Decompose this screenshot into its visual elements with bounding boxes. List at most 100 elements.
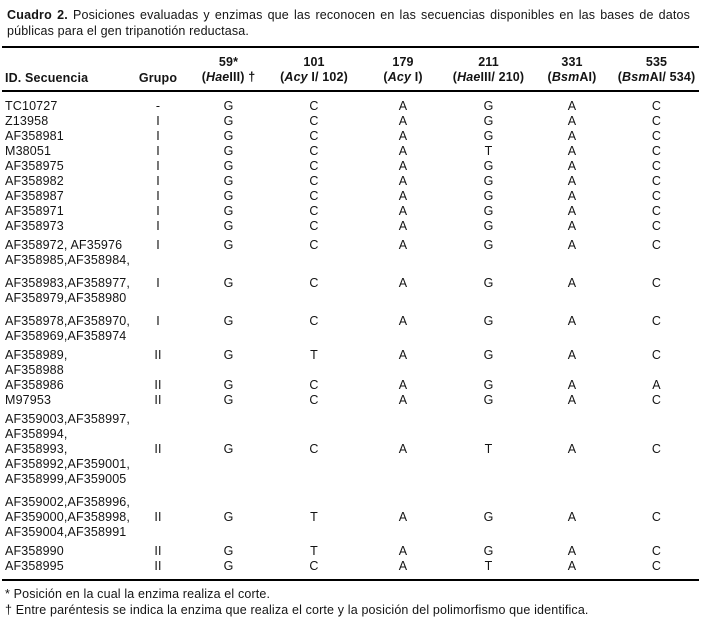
- caption-text: Posiciones evaluadas y enzimas que las r…: [7, 8, 690, 38]
- base-value: G: [223, 129, 234, 143]
- base-value: G: [223, 159, 234, 173]
- base-value: A: [567, 238, 577, 252]
- base-value: C: [309, 219, 319, 233]
- enzyme-name: (BsmAI/ 534): [617, 70, 696, 84]
- sequence-id: AF358989, AF358988: [5, 348, 68, 377]
- sequence-positions-table: ID. Secuencia Grupo 59* (HaeIII) † 101 (Acy…: [2, 46, 699, 581]
- group-value: I: [156, 204, 160, 218]
- base-value: G: [223, 99, 234, 113]
- enzyme-name: (BsmAI): [547, 70, 597, 84]
- base-value: C: [309, 559, 319, 573]
- sequence-id: AF358990: [5, 544, 64, 558]
- table-row: AF358975 I G C A G A C: [2, 159, 699, 174]
- base-value: G: [483, 544, 494, 558]
- table-row: AF358973 I G C A G A C: [2, 219, 699, 234]
- table-row: AF358987 I G C A G A C: [2, 189, 699, 204]
- base-value: A: [567, 159, 577, 173]
- sequence-id: M97953: [5, 393, 52, 407]
- base-value: C: [651, 544, 662, 558]
- table-row: TC10727 - G C A G A C: [2, 91, 699, 114]
- table-row: AF358981 I G C A G A C: [2, 129, 699, 144]
- base-value: G: [483, 314, 494, 328]
- base-value: G: [223, 510, 234, 524]
- base-value: G: [483, 510, 494, 524]
- base-value: C: [651, 510, 662, 524]
- base-value: C: [309, 159, 319, 173]
- group-value: I: [156, 189, 160, 203]
- enzyme-name: (HaeIII) †: [201, 70, 256, 84]
- sequence-id: AF358995: [5, 559, 64, 573]
- col-header-position-211: 211 (HaeIII/ 210): [447, 47, 530, 91]
- col-header-position-179: 179 (Acy I): [359, 47, 447, 91]
- base-value: G: [223, 276, 234, 290]
- base-value: A: [567, 204, 577, 218]
- base-value: C: [309, 442, 319, 456]
- col-header-position-101: 101 (Acy I/ 102): [269, 47, 359, 91]
- table-row: AF358990 II G T A G A C: [2, 544, 699, 559]
- base-value: G: [223, 144, 234, 158]
- sequence-id: AF358983,AF358977, AF358979,AF358980: [5, 276, 131, 305]
- base-value: T: [310, 544, 318, 558]
- sequence-id: AF358972, AF35976 AF358985,AF358984,: [5, 238, 131, 267]
- base-value: C: [309, 174, 319, 188]
- enzyme-name: (HaeIII/ 210): [452, 70, 525, 84]
- sequence-id: AF358973: [5, 219, 64, 233]
- base-value: A: [652, 378, 661, 392]
- table-row: AF358972, AF35976 AF358985,AF358984, I G C A…: [2, 234, 699, 272]
- base-value: G: [483, 129, 494, 143]
- base-value: G: [223, 238, 234, 252]
- sequence-id: AF358986: [5, 378, 64, 392]
- group-value: I: [156, 114, 160, 128]
- base-value: G: [483, 114, 494, 128]
- col-header-id-secuencia: ID. Secuencia: [5, 71, 89, 85]
- sequence-id: AF359003,AF358997, AF358994, AF358993, A…: [5, 412, 131, 486]
- table-row: AF359002,AF358996, AF359000,AF358998, AF…: [2, 491, 699, 544]
- base-value: A: [398, 276, 408, 290]
- base-value: C: [309, 276, 319, 290]
- group-value: II: [154, 544, 162, 558]
- base-value: G: [223, 189, 234, 203]
- header-row: ID. Secuencia Grupo 59* (HaeIII) † 101 (Acy…: [2, 47, 699, 91]
- base-value: C: [651, 204, 662, 218]
- base-value: G: [223, 204, 234, 218]
- table-row: AF358982 I G C A G A C: [2, 174, 699, 189]
- base-value: C: [651, 348, 662, 362]
- base-value: A: [567, 189, 577, 203]
- col-header-grupo: Grupo: [138, 71, 178, 85]
- base-value: T: [484, 442, 493, 456]
- base-value: A: [398, 144, 408, 158]
- base-value: A: [567, 276, 577, 290]
- base-value: A: [567, 129, 577, 143]
- base-value: G: [483, 99, 494, 113]
- group-value: I: [156, 276, 160, 290]
- base-value: C: [309, 129, 319, 143]
- group-value: II: [154, 378, 162, 392]
- table-row: AF358983,AF358977, AF358979,AF358980 I G C A…: [2, 272, 699, 310]
- base-value: G: [223, 378, 234, 392]
- base-value: A: [567, 219, 577, 233]
- base-value: G: [223, 219, 234, 233]
- table-row: AF358986 II G C A G A A: [2, 378, 699, 393]
- base-value: A: [567, 348, 577, 362]
- base-value: A: [567, 393, 577, 407]
- base-value: G: [223, 348, 234, 362]
- group-value: -: [155, 99, 161, 113]
- group-value: I: [156, 219, 160, 233]
- base-value: C: [309, 114, 319, 128]
- base-value: A: [567, 378, 577, 392]
- base-value: A: [567, 510, 577, 524]
- base-value: A: [398, 348, 408, 362]
- group-value: I: [156, 159, 160, 173]
- position-number: 101: [303, 55, 325, 69]
- base-value: A: [398, 99, 408, 113]
- base-value: C: [309, 189, 319, 203]
- base-value: G: [483, 159, 494, 173]
- group-value: II: [154, 442, 162, 456]
- base-value: A: [398, 189, 408, 203]
- group-value: I: [156, 174, 160, 188]
- base-value: C: [651, 129, 662, 143]
- base-value: C: [651, 174, 662, 188]
- sequence-id: AF358975: [5, 159, 64, 173]
- enzyme-name: (Acy I/ 102): [280, 70, 348, 84]
